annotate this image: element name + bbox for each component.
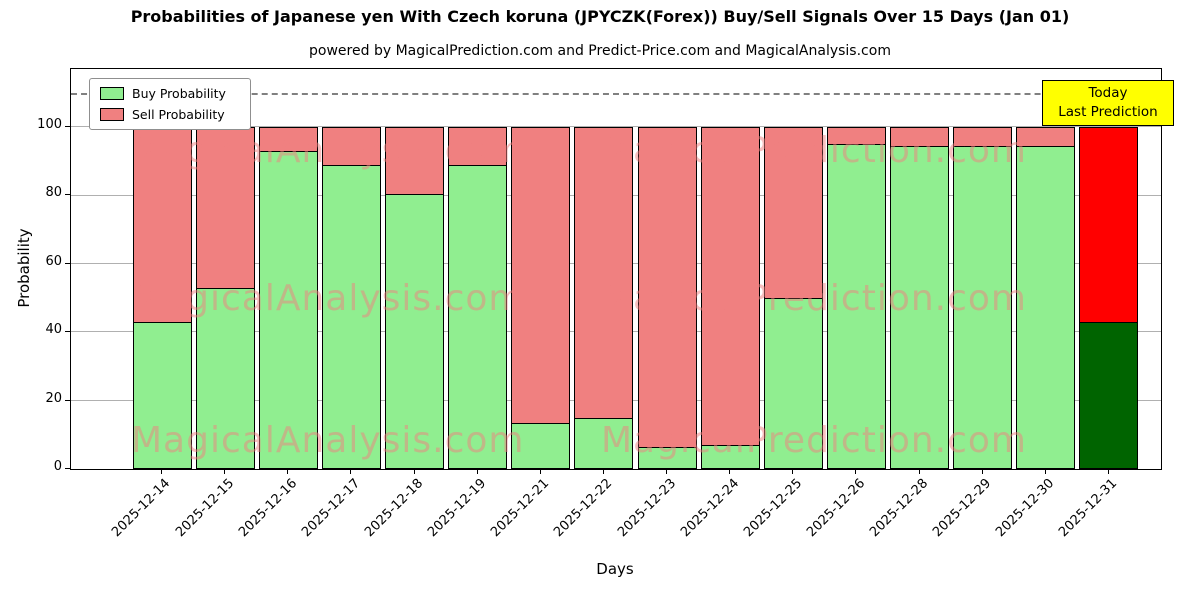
gridline-y-100 (71, 126, 1161, 128)
x-tick-mark-2025-12-28 (918, 469, 920, 474)
x-tick-mark-2025-12-30 (1044, 469, 1046, 474)
sell-segment-2025-12-30 (1016, 127, 1076, 147)
sell-segment-2025-12-16 (258, 127, 318, 153)
threshold-dashed-line (71, 92, 1161, 95)
today-annotation-line1: Today (1088, 85, 1128, 101)
bar-2025-12-16 (258, 127, 318, 469)
x-tick-mark-2025-12-24 (729, 469, 731, 474)
buy-segment-2025-12-26 (826, 144, 886, 469)
x-tick-mark-2025-12-29 (981, 469, 983, 474)
y-tick-60: 60 (45, 253, 62, 269)
bar-2025-12-26 (826, 127, 886, 469)
sell-segment-2025-12-23 (637, 127, 697, 448)
x-tick-mark-2025-12-22 (602, 469, 604, 474)
x-tick-mark-2025-12-26 (855, 469, 857, 474)
sell-segment-2025-12-22 (574, 127, 634, 419)
sell-segment-2025-12-25 (763, 127, 823, 300)
buy-segment-2025-12-22 (574, 417, 634, 469)
sell-segment-2025-12-15 (195, 127, 255, 289)
y-tick-40: 40 (45, 322, 62, 338)
today-annotation: Today Last Prediction (1042, 80, 1174, 126)
y-tick-mark-80 (65, 194, 70, 196)
sell-segment-2025-12-19 (448, 127, 508, 166)
y-tick-mark-60 (65, 262, 70, 264)
y-tick-mark-40 (65, 331, 70, 333)
sell-segment-2025-12-29 (953, 127, 1013, 147)
y-tick-20: 20 (45, 390, 62, 406)
bar-2025-12-18 (385, 127, 445, 469)
sell-segment-2025-12-14 (132, 127, 192, 323)
plot-area: Buy Probability Sell Probability Magical… (70, 68, 1162, 470)
chart-title: Probabilities of Japanese yen With Czech… (130, 7, 1070, 26)
bar-2025-12-30 (1016, 127, 1076, 469)
x-tick-mark-2025-12-21 (539, 469, 541, 474)
sell-probability-swatch (100, 108, 124, 121)
buy-segment-2025-12-18 (385, 193, 445, 469)
legend-item-buy: Buy Probability (100, 86, 226, 101)
buy-segment-2025-12-14 (132, 322, 192, 469)
buy-segment-2025-12-31 (1079, 322, 1139, 469)
y-tick-mark-20 (65, 399, 70, 401)
x-tick-mark-2025-12-31 (1107, 469, 1109, 474)
buy-segment-2025-12-30 (1016, 145, 1076, 469)
x-tick-mark-2025-12-25 (792, 469, 794, 474)
x-tick-mark-2025-12-14 (161, 469, 162, 474)
x-tick-text-2025-12-31: 2025-12-31 (1056, 476, 1121, 541)
bar-2025-12-29 (953, 127, 1013, 469)
today-annotation-line2: Last Prediction (1058, 103, 1158, 120)
buy-segment-2025-12-15 (195, 287, 255, 469)
y-tick-mark-100 (65, 126, 70, 128)
bar-2025-12-22 (574, 127, 634, 469)
bar-2025-12-19 (448, 127, 508, 469)
x-tick-mark-2025-12-17 (350, 469, 352, 474)
sell-segment-2025-12-31 (1079, 127, 1139, 323)
x-tick-mark-2025-12-15 (224, 469, 226, 474)
buy-segment-2025-12-21 (511, 422, 571, 469)
bar-2025-12-23 (637, 127, 697, 469)
sell-segment-2025-12-24 (700, 127, 760, 447)
sell-segment-2025-12-17 (321, 127, 381, 166)
bar-2025-12-31 (1079, 127, 1139, 469)
legend-item-sell: Sell Probability (100, 107, 226, 122)
y-tick-100: 100 (37, 117, 62, 133)
legend: Buy Probability Sell Probability (89, 78, 251, 130)
sell-probability-label: Sell Probability (132, 107, 225, 122)
bar-2025-12-25 (763, 127, 823, 469)
sell-segment-2025-12-26 (826, 127, 886, 146)
bar-2025-12-21 (511, 127, 571, 469)
x-tick-2025-12-31: 2025-12-31 (990, 476, 1121, 540)
y-tick-80: 80 (45, 185, 62, 201)
x-tick-mark-2025-12-16 (287, 469, 289, 474)
buy-segment-2025-12-28 (890, 145, 950, 469)
buy-segment-2025-12-23 (637, 446, 697, 469)
x-axis-label: Days (596, 560, 634, 578)
bar-2025-12-17 (321, 127, 381, 469)
sell-segment-2025-12-28 (890, 127, 950, 147)
bar-2025-12-15 (195, 127, 255, 469)
buy-probability-swatch (100, 87, 124, 100)
buy-segment-2025-12-17 (321, 164, 381, 469)
sell-segment-2025-12-18 (385, 127, 445, 195)
x-tick-mark-2025-12-19 (476, 469, 478, 474)
buy-probability-label: Buy Probability (132, 86, 226, 101)
x-tick-mark-2025-12-18 (413, 469, 415, 474)
chart-subtitle: powered by MagicalPrediction.com and Pre… (309, 43, 891, 59)
sell-segment-2025-12-21 (511, 127, 571, 424)
x-tick-mark-2025-12-23 (666, 469, 668, 474)
buy-segment-2025-12-24 (700, 445, 760, 469)
buy-segment-2025-12-19 (448, 164, 508, 469)
buy-segment-2025-12-25 (763, 298, 823, 469)
bar-2025-12-28 (890, 127, 950, 469)
bar-2025-12-24 (700, 127, 760, 469)
y-tick-0: 0 (53, 459, 62, 474)
y-tick-mark-0 (65, 468, 70, 469)
buy-segment-2025-12-16 (258, 151, 318, 469)
buy-segment-2025-12-29 (953, 145, 1013, 469)
bar-2025-12-14 (132, 127, 192, 469)
